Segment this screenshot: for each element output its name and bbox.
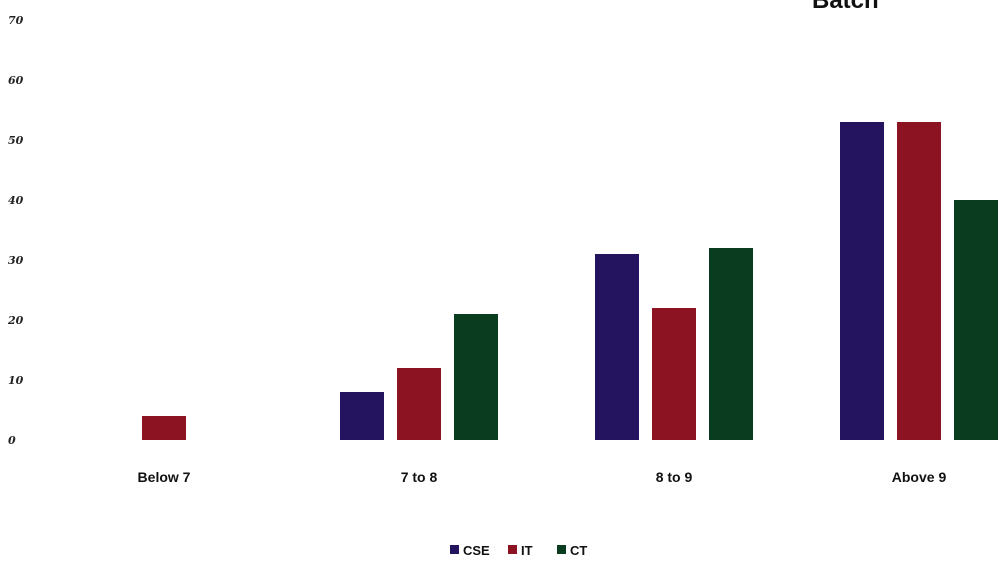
bar-cse-1: [340, 392, 384, 440]
bar-series-group: [142, 122, 998, 440]
x-category-label: Above 9: [892, 469, 947, 485]
chart-title: Batch: [812, 0, 879, 14]
x-category-label: Below 7: [138, 469, 191, 485]
bar-it-2: [652, 308, 696, 440]
legend-swatch-it: [508, 545, 517, 554]
bar-it-1: [397, 368, 441, 440]
bar-it-0: [142, 416, 186, 440]
bar-ct-3: [954, 200, 998, 440]
bar-ct-2: [709, 248, 753, 440]
bar-cse-3: [840, 122, 884, 440]
legend-label-it: IT: [521, 543, 533, 558]
y-tick-label: 10: [8, 374, 24, 387]
y-axis-ticks: 0 10 20 30 40 50 60 70: [7, 14, 24, 447]
y-tick-label: 30: [8, 254, 24, 267]
legend: CSE IT CT: [450, 543, 587, 558]
y-tick-label: 60: [8, 74, 24, 87]
y-tick-label: 0: [8, 434, 16, 447]
bar-ct-1: [454, 314, 498, 440]
x-category-label: 7 to 8: [401, 469, 438, 485]
bar-it-3: [897, 122, 941, 440]
y-tick-label: 20: [7, 314, 24, 327]
x-category-label: 8 to 9: [656, 469, 693, 485]
legend-label-cse: CSE: [463, 543, 490, 558]
legend-swatch-ct: [557, 545, 566, 554]
y-tick-label: 50: [8, 134, 24, 147]
y-tick-label: 40: [8, 194, 24, 207]
bar-cse-2: [595, 254, 639, 440]
legend-swatch-cse: [450, 545, 459, 554]
legend-label-ct: CT: [570, 543, 587, 558]
x-axis-labels: Below 7 7 to 8 8 to 9 Above 9: [138, 469, 947, 485]
y-tick-label: 70: [8, 14, 24, 27]
